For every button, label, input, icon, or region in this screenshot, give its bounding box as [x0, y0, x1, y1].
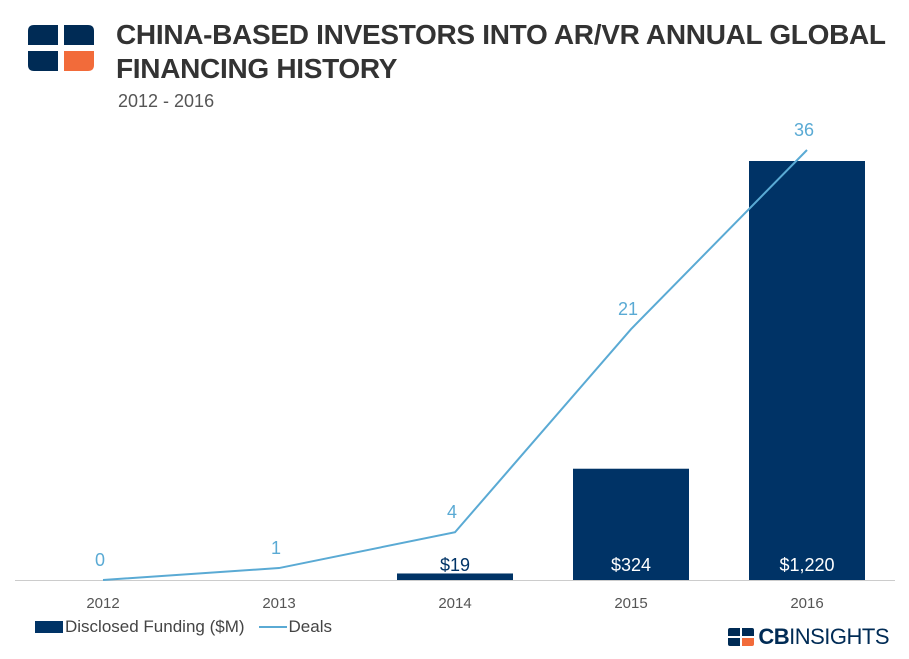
cb-insights-small-logo [728, 628, 755, 646]
funding-bar [573, 468, 689, 580]
funding-bar-label: $19 [440, 555, 470, 575]
deals-point-label: 4 [447, 502, 457, 522]
title-line-1: CHINA-BASED INVESTORS INTO AR/VR ANNUAL … [116, 19, 886, 50]
x-tick-label: 2016 [790, 595, 823, 612]
chart-title: CHINA-BASED INVESTORS INTO AR/VR ANNUAL … [116, 18, 886, 86]
deals-point-label: 1 [271, 538, 281, 558]
deals-point-label: 21 [618, 299, 638, 319]
legend-line-swatch [258, 626, 287, 628]
funding-bar-label: $324 [611, 555, 651, 575]
funding-bar [397, 573, 513, 580]
chart-subtitle: 2012 - 2016 [118, 91, 215, 111]
deals-line [102, 149, 808, 581]
legend-bar-label: Disclosed Funding ($M) [65, 617, 245, 636]
brand-cb: CB [758, 624, 790, 649]
legend-line-label: Deals [288, 617, 332, 636]
chart-legend: Disclosed Funding ($M) Deals [35, 617, 332, 637]
x-tick-label: 2014 [438, 595, 471, 612]
funding-bar-label: $1,220 [779, 555, 834, 575]
funding-bar [749, 161, 865, 580]
deals-point-label: 0 [95, 550, 105, 570]
deals-point-label: 36 [794, 120, 814, 140]
cb-insights-logo [28, 25, 94, 71]
x-tick-label: 2015 [614, 595, 647, 612]
x-tick-label: 2012 [86, 595, 119, 612]
title-line-2: FINANCING HISTORY [116, 53, 398, 84]
brand-insights: INSIGHTS [789, 624, 889, 649]
legend-bar-swatch [35, 621, 63, 633]
cb-insights-wordmark: CB INSIGHTS [728, 624, 889, 650]
x-tick-label: 2013 [262, 595, 295, 612]
